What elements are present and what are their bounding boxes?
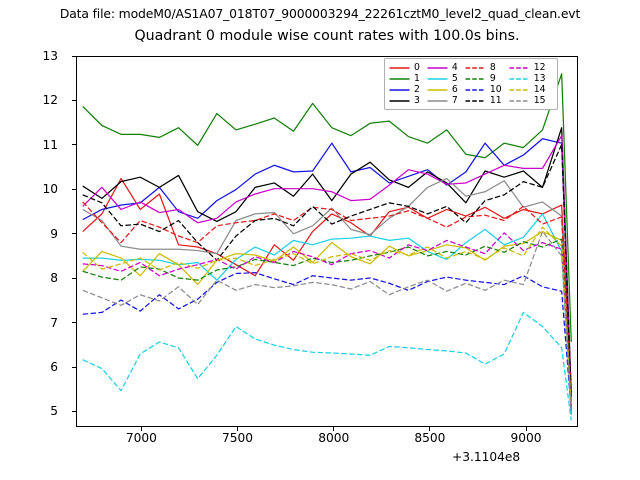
legend-swatch-3 [389, 95, 413, 106]
legend-swatch-7 [427, 95, 451, 106]
legend-label-1: 1 [414, 73, 420, 84]
legend-swatch-0 [389, 62, 413, 73]
series-line-14 [82, 226, 572, 404]
legend-table: 0 4 8 12 1 5 9 13 2 6 10 14 3 7 11 15 [389, 62, 553, 106]
legend-row: 2 6 10 14 [389, 84, 553, 95]
y-tick-label: 5 [50, 404, 58, 419]
y-tick-label: 11 [42, 137, 58, 152]
legend-swatch-13 [509, 73, 533, 84]
legend-swatch-2 [389, 84, 413, 95]
y-tick-mark [72, 55, 76, 57]
y-tick-mark [72, 99, 76, 102]
series-line-13 [82, 311, 572, 421]
x-tick-mark [237, 427, 239, 431]
series-lines [82, 73, 572, 421]
legend-label-2: 2 [414, 84, 420, 95]
legend-swatch-5 [427, 73, 451, 84]
series-line-11 [82, 143, 572, 402]
legend-swatch-12 [509, 62, 533, 73]
legend-row: 0 4 8 12 [389, 62, 553, 73]
legend-swatch-8 [465, 62, 489, 73]
series-line-10 [82, 272, 572, 411]
legend-swatch-6 [427, 84, 451, 95]
x-tick-label: 8500 [414, 431, 446, 445]
y-tick-label: 7 [50, 315, 58, 330]
figure-suptitle: Data file: modeM0/AS1A07_018T07_90000032… [59, 6, 581, 21]
x-tick-label: 7000 [125, 431, 157, 445]
legend-swatch-14 [509, 84, 533, 95]
x-tick-mark [140, 427, 142, 431]
y-tick-mark [72, 277, 76, 279]
legend-swatch-10 [465, 84, 489, 95]
legend-swatch-9 [465, 73, 489, 84]
legend-box[interactable]: 0 4 8 12 1 5 9 13 2 6 10 14 3 7 11 15 [384, 58, 558, 110]
series-line-2 [82, 138, 572, 396]
legend-label-3: 3 [414, 95, 420, 106]
y-tick-mark [72, 233, 76, 235]
legend-label-10: 10 [489, 84, 502, 95]
legend-label-11: 11 [489, 95, 502, 106]
x-tick-label: 9000 [510, 431, 542, 445]
x-tick-mark [333, 427, 335, 431]
series-line-15 [82, 230, 572, 411]
series-line-12 [82, 232, 572, 409]
legend-label-12: 12 [533, 62, 546, 73]
series-line-7 [82, 177, 572, 415]
y-tick-mark [72, 366, 76, 368]
legend-label-4: 4 [451, 62, 458, 73]
y-tick-label: 6 [50, 360, 58, 375]
legend-label-15: 15 [533, 95, 546, 106]
y-tick-mark [72, 188, 76, 190]
legend-label-8: 8 [489, 62, 496, 73]
legend-label-7: 7 [451, 95, 458, 106]
series-line-5 [82, 213, 572, 413]
legend-swatch-1 [389, 73, 413, 84]
series-line-8 [82, 201, 572, 398]
series-line-3 [82, 127, 572, 393]
x-tick-label: 8000 [318, 431, 350, 445]
series-line-4 [82, 135, 572, 400]
legend-swatch-11 [465, 95, 489, 106]
legend-label-14: 14 [533, 84, 546, 95]
series-line-6 [82, 230, 572, 409]
x-tick-label: 7500 [222, 431, 254, 445]
y-tick-label: 9 [50, 226, 58, 241]
y-tick-label: 8 [50, 271, 58, 286]
x-tick-mark [525, 427, 527, 431]
y-tick-label: 10 [42, 182, 58, 197]
legend-label-0: 0 [414, 62, 420, 73]
series-line-9 [82, 238, 572, 407]
legend-label-5: 5 [451, 73, 458, 84]
legend-swatch-4 [427, 62, 451, 73]
legend-label-6: 6 [451, 84, 458, 95]
legend-swatch-15 [509, 95, 533, 106]
y-tick-mark [72, 322, 76, 324]
x-axis-offset-label: +3.1104e8 [452, 450, 521, 464]
legend-row: 3 7 11 15 [389, 95, 553, 106]
legend-label-9: 9 [489, 73, 496, 84]
axes-title: Quadrant 0 module wise count rates with … [134, 28, 520, 44]
series-line-1 [82, 73, 572, 343]
legend-label-13: 13 [533, 73, 546, 84]
y-tick-label: 13 [42, 49, 58, 63]
plot-axes [76, 56, 578, 427]
y-tick-mark [72, 144, 76, 146]
x-tick-mark [429, 427, 431, 431]
y-tick-label: 12 [42, 93, 58, 108]
legend-row: 1 5 9 13 [389, 73, 553, 84]
y-tick-mark [72, 410, 76, 413]
